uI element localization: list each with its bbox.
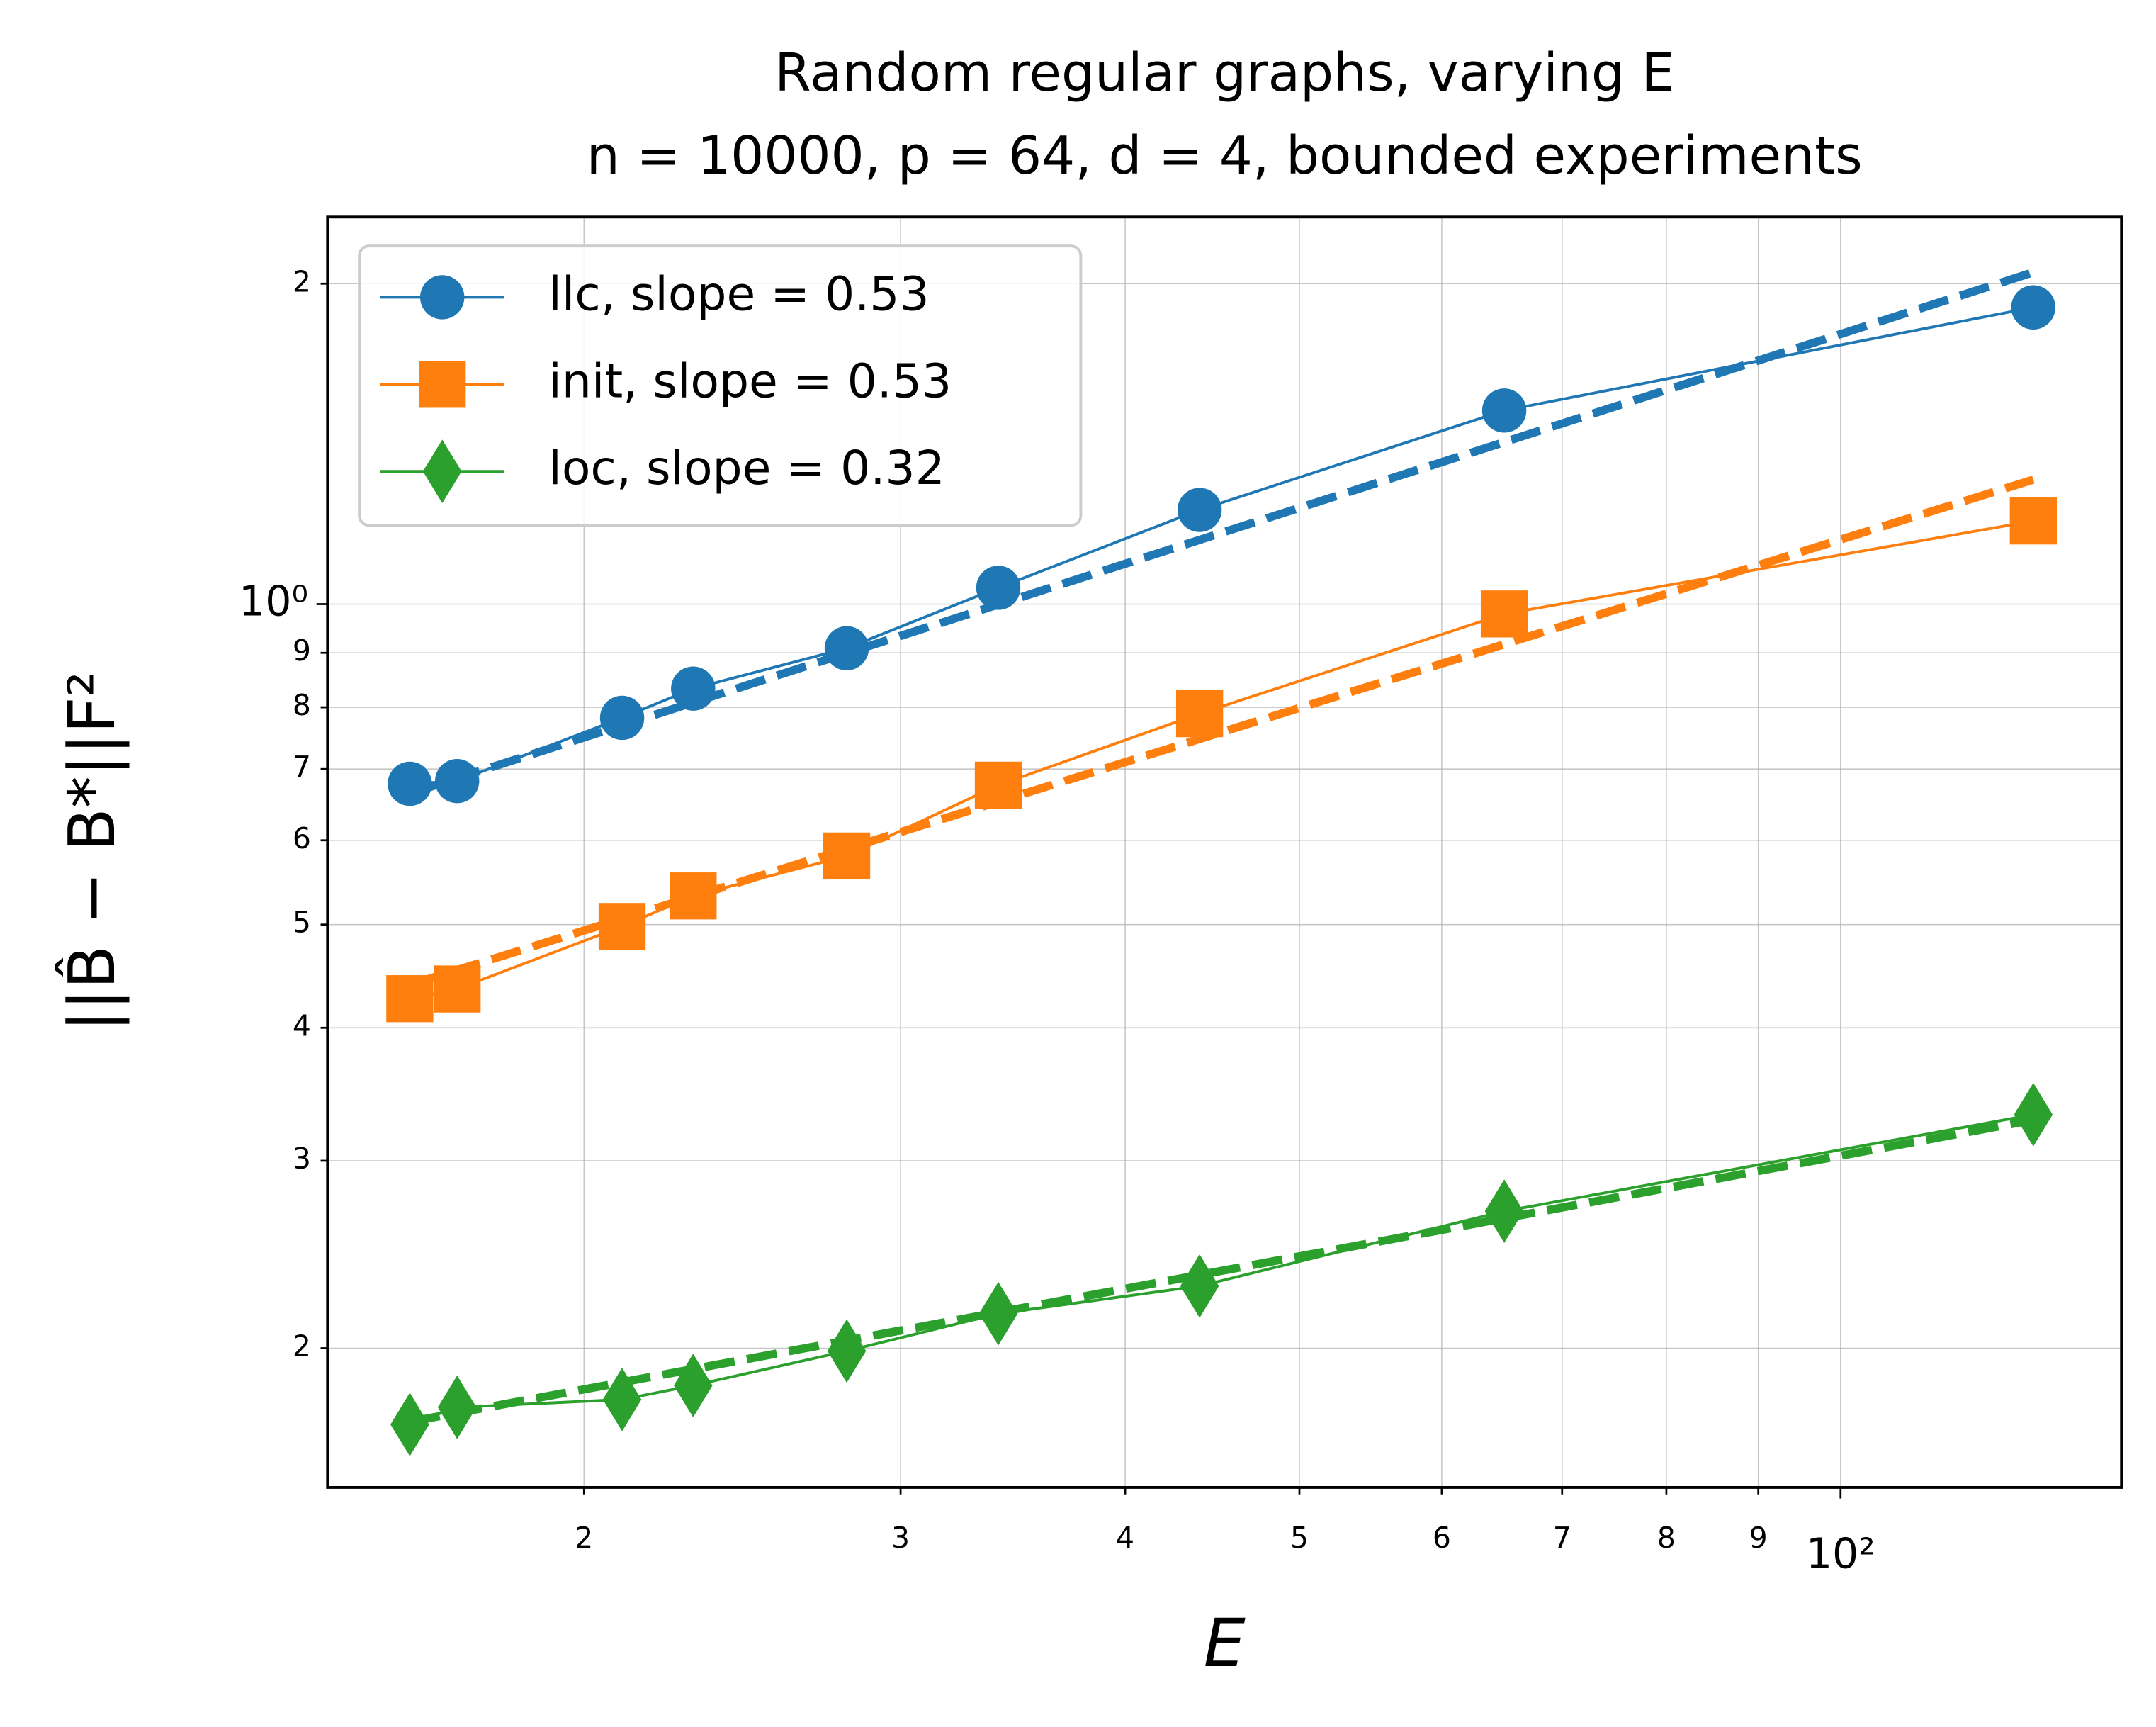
x-axis-label: E <box>1204 1605 1246 1682</box>
legend-label: loc, slope = 0.32 <box>548 440 944 495</box>
y-tick-label: 10⁰ <box>239 578 308 626</box>
marker <box>599 695 645 741</box>
legend-label: init, slope = 0.53 <box>548 353 952 408</box>
marker <box>434 965 481 1013</box>
x-tick-label: 8 <box>1657 1521 1676 1555</box>
y-tick-label: 2 <box>293 264 311 298</box>
marker <box>1177 488 1222 532</box>
x-tick-label: 10² <box>1806 1530 1875 1578</box>
marker <box>976 566 1021 610</box>
marker <box>2009 497 2057 545</box>
marker <box>422 439 462 504</box>
marker <box>2014 1082 2053 1147</box>
fit-line <box>409 1115 2034 1426</box>
marker <box>670 872 717 920</box>
marker <box>1481 388 1527 433</box>
y-tick-label: 7 <box>293 750 311 784</box>
y-tick-label: 4 <box>293 1008 311 1042</box>
marker <box>671 666 716 711</box>
marker <box>1480 590 1528 638</box>
y-tick-label: 8 <box>293 688 311 722</box>
series-line <box>410 519 2034 1001</box>
marker <box>1180 1254 1219 1318</box>
marker <box>823 832 871 880</box>
y-tick-label: 2 <box>293 1329 311 1363</box>
y-tick-label: 5 <box>293 906 311 940</box>
x-tick-label: 5 <box>1290 1521 1309 1555</box>
marker <box>388 761 432 806</box>
x-tick-label: 7 <box>1553 1521 1571 1555</box>
plot-frame <box>326 215 2123 1489</box>
x-tick-label: 2 <box>575 1521 593 1555</box>
marker <box>602 1368 642 1431</box>
marker <box>598 903 646 950</box>
marker <box>419 275 465 320</box>
y-tick-label: 9 <box>293 634 311 668</box>
marker <box>827 1319 867 1383</box>
marker <box>1175 690 1224 738</box>
marker <box>390 1393 429 1456</box>
marker <box>978 1281 1018 1346</box>
y-tick-label: 6 <box>293 821 311 855</box>
marker <box>824 626 869 670</box>
chart-title: Random regular graphs, varying E <box>774 43 1674 103</box>
x-tick-label: 3 <box>891 1521 910 1555</box>
x-tick-label: 9 <box>1749 1521 1768 1555</box>
marker <box>434 758 480 804</box>
x-tick-label: 6 <box>1433 1521 1451 1555</box>
marker <box>419 361 466 408</box>
y-axis-label: ||B̂ − B*||F² <box>55 671 130 1032</box>
marker <box>2011 285 2056 330</box>
marker <box>386 975 434 1023</box>
x-tick-label: 4 <box>1116 1521 1134 1555</box>
marker <box>974 761 1022 809</box>
chart-subtitle: n = 10000, p = 64, d = 4, bounded experi… <box>587 125 1863 186</box>
marker <box>437 1376 477 1439</box>
marker <box>1484 1179 1524 1243</box>
y-tick-label: 3 <box>293 1142 311 1176</box>
marker <box>673 1354 713 1417</box>
legend-label: llc, slope = 0.53 <box>548 266 929 321</box>
legend-box <box>358 244 1083 527</box>
